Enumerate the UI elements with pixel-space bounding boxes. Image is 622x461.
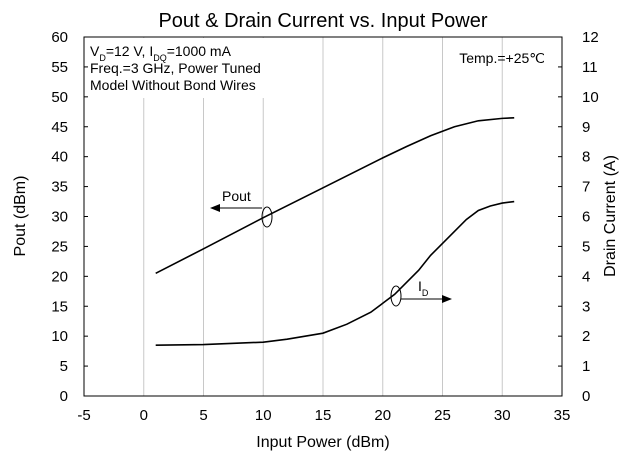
condition-line: Freq.=3 GHz, Power Tuned: [90, 60, 261, 76]
id-arrowhead: [442, 295, 452, 303]
y2-tick-label: 6: [582, 209, 590, 226]
pout-ellipse: [261, 206, 273, 228]
y-axis-label: Pout (dBm): [12, 176, 29, 257]
y-tick-label: 20: [51, 268, 68, 285]
series-line: [155, 200, 515, 346]
y2-tick-label: 4: [582, 268, 590, 285]
id-label-part: I: [418, 278, 422, 294]
pout-arrowhead: [210, 204, 220, 212]
condition-line-part: V: [90, 43, 100, 59]
y-tick-label: 15: [51, 298, 68, 315]
x-tick-label: 0: [140, 407, 148, 424]
pout-label-part: Pout: [222, 188, 251, 204]
x-axis-label: Input Power (dBm): [256, 434, 389, 451]
y-tick-label: 5: [60, 358, 68, 375]
condition-line-part: =12 V, I: [106, 43, 153, 59]
y2-tick-label: 2: [582, 328, 590, 345]
condition-line-part: DQ: [153, 53, 167, 63]
y-tick-label: 0: [60, 388, 68, 405]
x-tick-label: 15: [315, 407, 332, 424]
x-tick-label: 25: [434, 407, 451, 424]
y2-tick-label: 12: [582, 29, 599, 46]
x-tick-label: 5: [199, 407, 207, 424]
id-label: ID: [418, 278, 429, 298]
condition-line: Model Without Bond Wires: [90, 77, 256, 93]
y2-tick-label: 8: [582, 149, 590, 166]
condition-line-part: =1000 mA: [167, 43, 232, 59]
temperature-note: Temp.=+25℃: [459, 50, 545, 66]
y2-tick-label: 1: [582, 358, 590, 375]
condition-line-part: D: [99, 53, 106, 63]
y2-axis-label: Drain Current (A): [602, 155, 619, 277]
y2-tick-label: 0: [582, 388, 590, 405]
y-tick-label: 60: [51, 29, 68, 46]
id-label-part: D: [422, 288, 429, 298]
y-tick-label: 55: [51, 59, 68, 76]
x-tick-label: -5: [77, 407, 90, 424]
pout-label: Pout: [222, 188, 251, 204]
condition-line: VD=12 V, IDQ=1000 mA: [90, 43, 232, 63]
x-tick-label: 35: [554, 407, 571, 424]
y-tick-label: 30: [51, 209, 68, 226]
x-tick-label: 30: [494, 407, 511, 424]
y-tick-label: 50: [51, 89, 68, 106]
chart-title: Pout & Drain Current vs. Input Power: [158, 10, 487, 32]
y2-tick-label: 7: [582, 179, 590, 196]
conditions-box: [85, 38, 313, 98]
series-line: [155, 116, 515, 275]
y-tick-label: 45: [51, 119, 68, 136]
y2-tick-label: 10: [582, 89, 599, 106]
y2-tick-label: 11: [582, 59, 598, 76]
y2-tick-label: 3: [582, 298, 590, 315]
y-tick-label: 10: [51, 328, 68, 345]
condition-line-part: Model Without Bond Wires: [90, 77, 256, 93]
x-tick-label: 20: [374, 407, 391, 424]
y2-tick-label: 5: [582, 238, 590, 255]
y-tick-label: 25: [51, 238, 68, 255]
y-tick-label: 40: [51, 149, 68, 166]
condition-line-part: Freq.=3 GHz, Power Tuned: [90, 60, 261, 76]
y-tick-label: 35: [51, 179, 68, 196]
x-tick-label: 10: [255, 407, 272, 424]
y2-tick-label: 9: [582, 119, 590, 136]
id-ellipse: [390, 285, 402, 307]
